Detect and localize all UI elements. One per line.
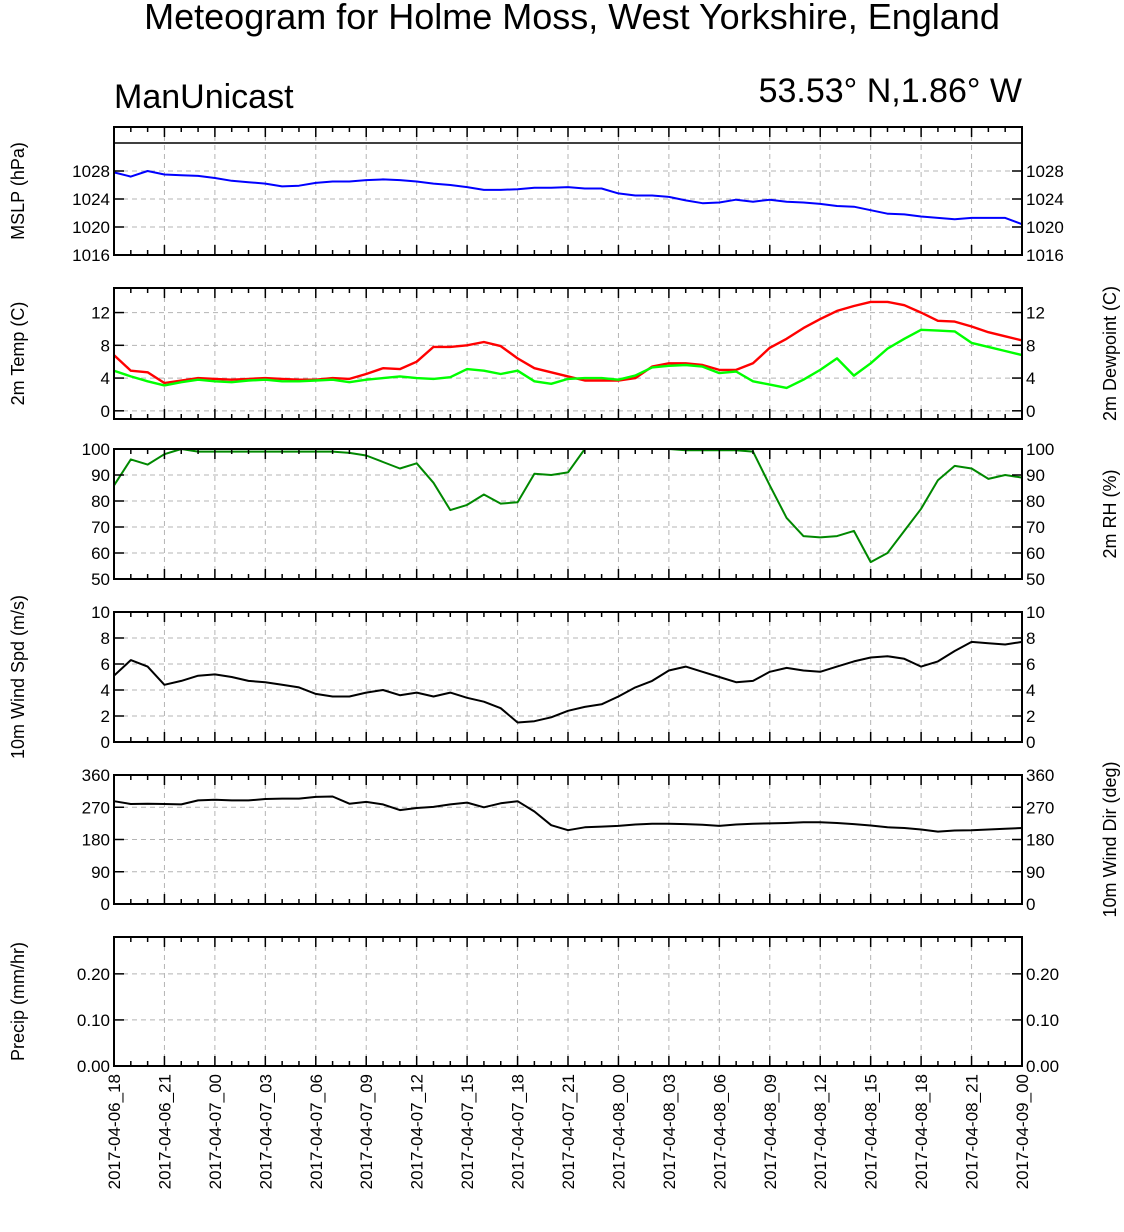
y-tick-label-left: 8 (101, 629, 110, 648)
mslp-line (113, 170, 1023, 226)
dewpoint-line (113, 328, 1023, 390)
y-tick-label-left: 70 (91, 518, 110, 537)
temperature-line (113, 300, 1023, 385)
y-axis-title-left: Precip (mm/hr) (8, 942, 28, 1061)
location-coordinates-label: 53.53° N,1.86° W (759, 72, 1022, 110)
y-tick-label-right: 270 (1026, 798, 1054, 817)
y-tick-label-left: 50 (91, 570, 110, 589)
x-tick-label: 2017-04-08_21 (963, 1074, 982, 1189)
y-tick-label-right: 360 (1026, 766, 1054, 785)
y-tick-label-left: 180 (82, 831, 110, 850)
y-tick-label-right: 100 (1026, 440, 1054, 459)
y-tick-label-left: 1024 (72, 190, 110, 209)
wind-direction-line (113, 795, 1023, 833)
y-tick-label-right: 1020 (1026, 218, 1064, 237)
wind-speed-panel: 0 0 2 2 4 4 6 6 8 8 10 10 10m Wind Spd (m/s) (8, 595, 1045, 759)
y-tick-label-left: 0.00 (77, 1057, 110, 1076)
y-tick-label-left: 1028 (72, 162, 110, 181)
y-tick-label-right: 1024 (1026, 190, 1064, 209)
y-tick-label-left: 0 (101, 895, 110, 914)
y-tick-label-left: 0.10 (77, 1011, 110, 1030)
y-tick-label-left: 1016 (72, 246, 110, 265)
y-tick-label-left: 8 (101, 336, 110, 355)
y-tick-label-right: 60 (1026, 544, 1045, 563)
y-tick-label-left: 0 (101, 733, 110, 752)
y-tick-label-right: 2 (1026, 707, 1035, 726)
y-tick-label-left: 0 (101, 402, 110, 421)
y-tick-label-left: 90 (91, 466, 110, 485)
y-tick-label-left: 80 (91, 492, 110, 511)
y-tick-label-right: 0 (1026, 895, 1035, 914)
y-tick-label-right: 50 (1026, 570, 1045, 589)
y-tick-label-right: 1028 (1026, 162, 1064, 181)
x-tick-label: 2017-04-08_09 (761, 1074, 780, 1189)
y-tick-label-left: 1020 (72, 218, 110, 237)
y-tick-label-right: 0.20 (1026, 965, 1059, 984)
wind-direction-panel: 0 0 90 90 180 180 270 270 360 360 10m Wind Dir (de… (82, 761, 1120, 917)
y-tick-label-left: 2 (101, 707, 110, 726)
x-tick-label: 2017-04-07_03 (256, 1074, 275, 1189)
y-axis-title-left: 10m Wind Spd (m/s) (8, 595, 28, 759)
x-tick-label: 2017-04-08_18 (912, 1074, 931, 1189)
y-tick-label-right: 90 (1026, 863, 1045, 882)
wind-speed-line (113, 640, 1023, 724)
y-axis-title-right: 2m RH (%) (1100, 470, 1120, 559)
x-tick-label: 2017-04-07_21 (559, 1074, 578, 1189)
y-tick-label-left: 270 (82, 798, 110, 817)
x-tick-label: 2017-04-07_09 (357, 1074, 376, 1189)
mslp-panel: 1016 1016 1020 1020 1024 1024 1028 1028 MSLP (hP… (8, 126, 1064, 265)
y-tick-label-right: 0.10 (1026, 1011, 1059, 1030)
y-tick-label-right: 0.00 (1026, 1057, 1059, 1076)
y-tick-label-right: 10 (1026, 603, 1045, 622)
time-axis-labels: 2017-04-06_18 2017-04-06_21 2017-04-07_00 2… (105, 1074, 1032, 1189)
model-name-label: ManUnicast (114, 78, 294, 116)
x-tick-label: 2017-04-07_15 (458, 1074, 477, 1189)
y-tick-label-left: 60 (91, 544, 110, 563)
x-tick-label: 2017-04-08_00 (609, 1074, 628, 1189)
y-tick-label-left: 4 (101, 369, 110, 388)
y-axis-title-left: 2m Temp (C) (8, 302, 28, 406)
x-tick-label: 2017-04-06_21 (155, 1074, 174, 1189)
x-tick-label: 2017-04-07_12 (408, 1074, 427, 1189)
y-tick-label-right: 8 (1026, 336, 1035, 355)
y-tick-label-right: 6 (1026, 655, 1035, 674)
y-tick-label-right: 0 (1026, 733, 1035, 752)
x-tick-label: 2017-04-07_18 (509, 1074, 528, 1189)
y-tick-label-right: 0 (1026, 402, 1035, 421)
precipitation-panel: 0.00 0.00 0.10 0.10 0.20 0.20 Precip (mm/hr) (8, 936, 1059, 1076)
relative-humidity-panel: 50 50 60 60 70 70 80 80 90 90 100 100 2m RH (%) (82, 440, 1120, 589)
y-axis-title-right: 2m Dewpoint (C) (1100, 286, 1120, 421)
y-axis-title-left: MSLP (hPa) (8, 142, 28, 240)
x-tick-label: 2017-04-07_00 (206, 1074, 225, 1189)
y-tick-label-right: 12 (1026, 304, 1045, 323)
y-axis-title-right: 10m Wind Dir (deg) (1100, 761, 1120, 917)
temperature-panel: 0 0 4 4 8 8 12 12 2m Temp (C) 2m Dewpoint (C) (8, 286, 1120, 421)
y-tick-label-right: 180 (1026, 831, 1054, 850)
x-tick-label: 2017-04-08_12 (811, 1074, 830, 1189)
y-tick-label-left: 4 (101, 681, 110, 700)
y-tick-label-left: 10 (91, 603, 110, 622)
y-tick-label-right: 1016 (1026, 246, 1064, 265)
y-tick-label-left: 90 (91, 863, 110, 882)
y-tick-label-right: 90 (1026, 466, 1045, 485)
x-tick-label: 2017-04-08_03 (660, 1074, 679, 1189)
chart-title: Meteogram for Holme Moss, West Yorkshire… (144, 0, 1000, 37)
y-tick-label-left: 6 (101, 655, 110, 674)
y-tick-label-right: 8 (1026, 629, 1035, 648)
y-tick-label-left: 12 (91, 304, 110, 323)
x-tick-label: 2017-04-08_15 (862, 1074, 881, 1189)
x-tick-label: 2017-04-06_18 (105, 1074, 124, 1189)
x-tick-label: 2017-04-09_00 (1013, 1074, 1032, 1189)
y-tick-label-right: 4 (1026, 369, 1035, 388)
y-tick-label-left: 100 (82, 440, 110, 459)
y-tick-label-right: 70 (1026, 518, 1045, 537)
x-tick-label: 2017-04-07_06 (307, 1074, 326, 1189)
y-tick-label-right: 4 (1026, 681, 1035, 700)
y-tick-label-left: 0.20 (77, 965, 110, 984)
x-tick-label: 2017-04-08_06 (710, 1074, 729, 1189)
y-tick-label-left: 360 (82, 766, 110, 785)
y-tick-label-right: 80 (1026, 492, 1045, 511)
